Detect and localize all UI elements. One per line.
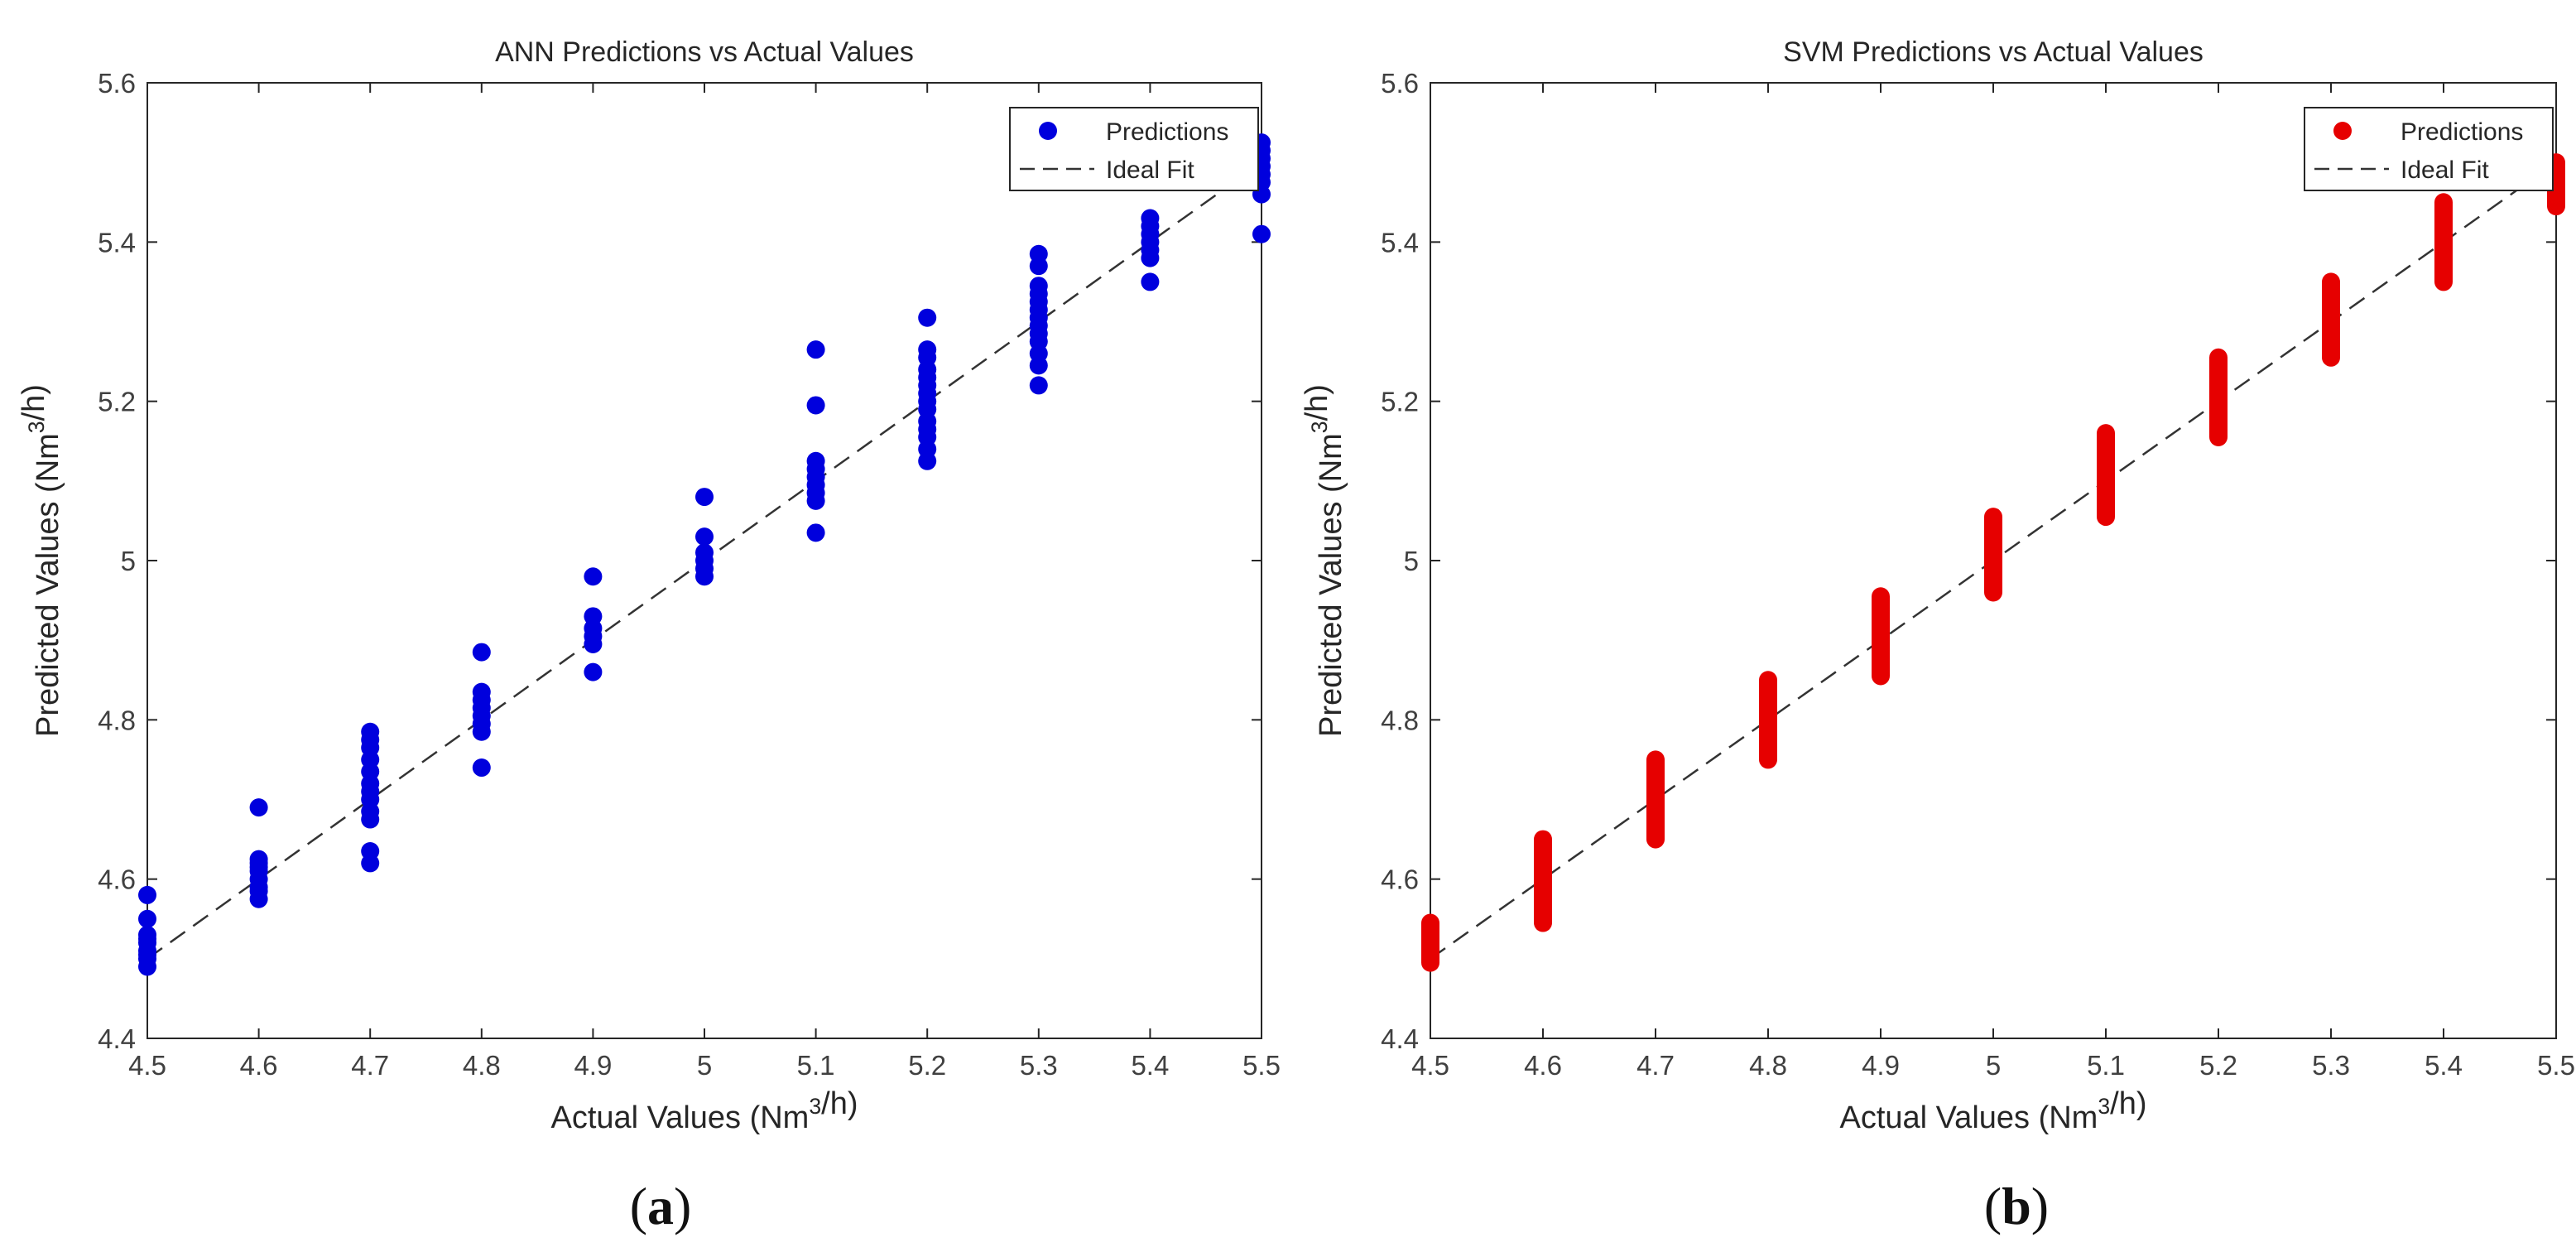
prediction-point-cluster	[2097, 424, 2115, 527]
legend-label-predictions: Predictions	[1106, 118, 1228, 146]
x-tick-label: 4.7	[1636, 1050, 1675, 1081]
chart-title: ANN Predictions vs Actual Values	[495, 36, 914, 68]
y-tick-label: 4.6	[1381, 864, 1419, 895]
prediction-point	[806, 340, 825, 359]
prediction-point	[918, 308, 937, 327]
y-tick-label: 5.2	[1381, 387, 1419, 417]
x-tick-label: 5.2	[2199, 1050, 2237, 1081]
prediction-point	[1141, 272, 1160, 291]
prediction-point-cluster	[1534, 830, 1552, 932]
prediction-point-cluster	[1421, 913, 1439, 972]
y-tick-label: 5.6	[98, 68, 136, 99]
legend-label-ideal-fit: Ideal Fit	[2401, 156, 2489, 184]
x-axis-label: Actual Values (Nm3/h)	[550, 1086, 858, 1135]
prediction-point	[695, 488, 714, 507]
prediction-point	[1252, 224, 1271, 243]
prediction-point	[361, 722, 380, 741]
prediction-point	[695, 527, 714, 547]
x-tick-label: 5.2	[908, 1050, 946, 1081]
y-tick-label: 5.4	[98, 227, 136, 258]
x-tick-label: 5.5	[1242, 1050, 1281, 1081]
chart-panel-2: SVM Predictions vs Actual Values 4.5 4.6 4.…	[1300, 36, 2575, 1235]
x-tick-label: 5.4	[1131, 1050, 1169, 1081]
prediction-point	[695, 543, 714, 562]
prediction-point	[138, 909, 156, 928]
prediction-point	[1029, 376, 1048, 395]
legend-label-predictions: Predictions	[2401, 118, 2523, 146]
legend: Predictions Ideal Fit	[2304, 107, 2554, 191]
prediction-point	[584, 607, 603, 626]
prediction-point	[472, 758, 491, 778]
x-tick-label: 4.8	[463, 1050, 501, 1081]
x-tick-label: 4.9	[574, 1050, 612, 1081]
x-axis-label: Actual Values (Nm3/h)	[1839, 1086, 2146, 1135]
y-axis-label: Predicted Values (Nm3/h)	[17, 384, 65, 737]
prediction-point-cluster	[2322, 272, 2340, 367]
y-tick-label: 4.8	[1381, 705, 1419, 735]
x-tick-label: 4.7	[351, 1050, 389, 1081]
prediction-point	[806, 523, 825, 542]
prediction-point-cluster	[2434, 193, 2453, 291]
prediction-point	[584, 662, 603, 681]
y-tick-label: 5.4	[1381, 227, 1419, 258]
prediction-point-cluster	[1646, 750, 1665, 849]
y-tick-label: 4.8	[98, 705, 136, 735]
x-tick-label: 5.4	[2425, 1050, 2463, 1081]
prediction-point	[918, 340, 937, 359]
legend-marker-predictions	[1039, 122, 1057, 140]
prediction-point-cluster	[1759, 671, 1777, 769]
y-axis-label: Predicted Values (Nm3/h)	[1300, 384, 1348, 737]
prediction-point-cluster	[2209, 348, 2228, 446]
x-tick-label: 4.8	[1749, 1050, 1787, 1081]
y-tick-label: 5	[121, 546, 136, 576]
y-tick-label: 5.6	[1381, 68, 1419, 99]
prediction-point	[1141, 209, 1160, 228]
x-tick-label: 5.1	[2087, 1050, 2125, 1081]
x-tick-label: 5.5	[2537, 1050, 2575, 1081]
legend: Predictions Ideal Fit	[1009, 107, 1259, 191]
x-tick-label: 4.6	[240, 1050, 278, 1081]
prediction-point-cluster	[1872, 587, 1890, 686]
x-tick-label: 5.3	[1020, 1050, 1058, 1081]
y-tick-label: 5	[1404, 546, 1419, 576]
prediction-point	[138, 885, 156, 904]
x-tick-label: 5	[1986, 1050, 2001, 1081]
prediction-point	[249, 798, 268, 817]
y-tick-label: 4.4	[98, 1023, 136, 1054]
prediction-point	[806, 451, 825, 470]
prediction-point	[584, 567, 603, 586]
legend-box	[2304, 107, 2554, 191]
x-tick-label: 5.1	[797, 1050, 835, 1081]
panel-caption: (a)	[630, 1177, 692, 1235]
x-tick-label: 4.6	[1524, 1050, 1562, 1081]
prediction-point	[472, 643, 491, 662]
chart-title: SVM Predictions vs Actual Values	[1783, 36, 2204, 68]
prediction-point	[472, 682, 491, 701]
prediction-point	[1029, 244, 1048, 263]
x-tick-label: 4.9	[1862, 1050, 1900, 1081]
chart-panel-1: ANN Predictions vs Actual Values 4.5 4.6 4.…	[17, 36, 1281, 1235]
x-tick-label: 4.5	[128, 1050, 166, 1081]
legend-box	[1009, 107, 1259, 191]
x-tick-label: 5	[697, 1050, 712, 1081]
panel-caption: (b)	[1984, 1177, 2049, 1235]
prediction-point	[806, 396, 825, 415]
y-tick-label: 5.2	[98, 387, 136, 417]
prediction-point	[1029, 277, 1048, 296]
prediction-point	[249, 850, 268, 869]
y-tick-label: 4.4	[1381, 1023, 1419, 1054]
x-tick-label: 4.5	[1411, 1050, 1449, 1081]
prediction-point	[138, 925, 156, 944]
y-tick-label: 4.6	[98, 864, 136, 895]
legend-marker-predictions	[2333, 122, 2352, 140]
prediction-point	[361, 842, 380, 861]
prediction-point-cluster	[1984, 508, 2002, 602]
x-tick-label: 5.3	[2312, 1050, 2350, 1081]
legend-label-ideal-fit: Ideal Fit	[1106, 156, 1194, 184]
